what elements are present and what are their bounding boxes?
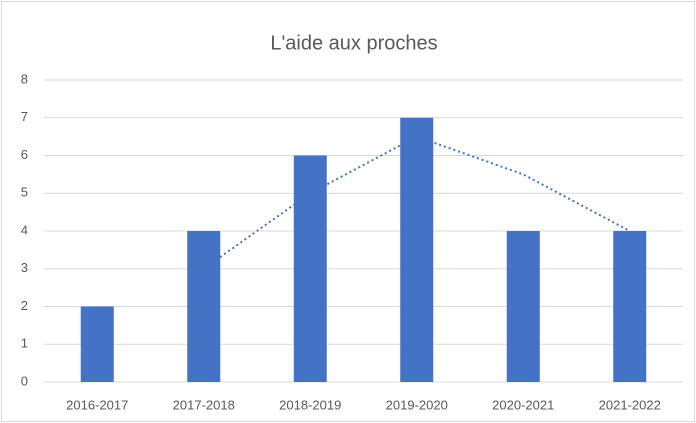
chart-title: L'aide aux proches xyxy=(270,32,437,54)
y-tick-label: 4 xyxy=(21,222,28,237)
bar xyxy=(80,306,114,382)
x-tick-label: 2021-2022 xyxy=(599,397,661,412)
bar xyxy=(506,231,540,382)
trendline xyxy=(203,135,631,270)
x-tick-label: 2018-2019 xyxy=(279,397,341,412)
bar xyxy=(293,155,327,382)
y-tick-label: 1 xyxy=(21,336,28,351)
bar xyxy=(187,231,221,382)
y-tick-label: 5 xyxy=(21,185,28,200)
bar xyxy=(613,231,647,382)
bar xyxy=(400,117,434,382)
y-tick-label: 7 xyxy=(21,109,28,124)
y-tick-label: 8 xyxy=(21,71,28,86)
x-tick-label: 2020-2021 xyxy=(492,397,554,412)
y-tick-label: 2 xyxy=(21,298,28,313)
x-tick-label: 2017-2018 xyxy=(173,397,235,412)
y-tick-label: 6 xyxy=(21,147,28,162)
x-tick-label: 2019-2020 xyxy=(386,397,448,412)
y-tick-label: 0 xyxy=(21,373,28,388)
y-tick-label: 3 xyxy=(21,260,28,275)
x-tick-label: 2016-2017 xyxy=(66,397,128,412)
